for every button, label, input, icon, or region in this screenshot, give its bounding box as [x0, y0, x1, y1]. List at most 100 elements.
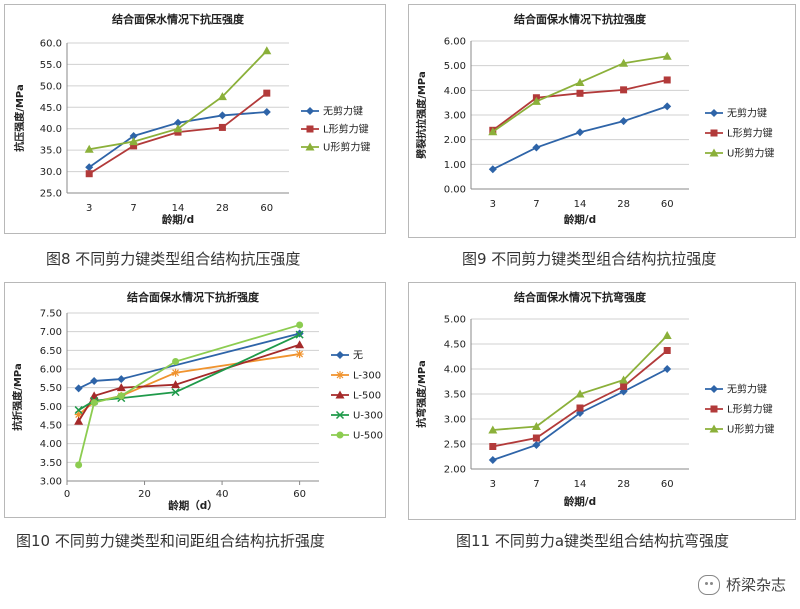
legend-entry: L-300 — [331, 371, 381, 382]
data-point — [173, 124, 183, 133]
legend-entry: 无剪力键 — [705, 107, 767, 120]
y-tick-label: 3.50 — [40, 458, 62, 469]
legend-label: U-300 — [353, 411, 383, 422]
data-point — [296, 321, 304, 329]
y-tick-label: 4.00 — [444, 365, 466, 376]
data-point — [74, 410, 83, 419]
series-line — [77, 343, 300, 422]
data-point — [575, 77, 585, 86]
data-point — [85, 170, 93, 178]
data-point — [620, 86, 628, 94]
watermark: 桥梁杂志 — [697, 574, 786, 595]
legend-marker — [306, 125, 314, 133]
data-point — [295, 330, 304, 339]
legend-marker — [710, 405, 718, 413]
legend-label: L形剪力键 — [727, 127, 773, 140]
series-3 — [488, 331, 672, 434]
legend-entry: 无剪力键 — [705, 383, 767, 396]
figure-caption-9: 图9 不同剪力键类型组合结构抗拉强度 — [462, 250, 717, 268]
data-point — [85, 163, 94, 172]
y-tick-label: 6.00 — [444, 37, 466, 48]
x-tick-label: 20 — [138, 489, 151, 500]
y-tick-label: 2.00 — [444, 465, 466, 476]
data-point — [488, 127, 498, 136]
chart-panel-compressive: 结合面保水情况下抗压强度 25.0 30.0 35.0 40.0 45.0 50.0 55.0… — [4, 4, 386, 234]
x-tick-label: 28 — [617, 199, 630, 210]
series-line — [492, 349, 668, 448]
legend-label: U形剪力键 — [727, 147, 774, 160]
y-tick-label: 7.50 — [40, 309, 62, 320]
data-point — [488, 165, 497, 174]
x-tick-label: 14 — [574, 479, 587, 490]
data-point — [218, 123, 226, 131]
data-point — [171, 368, 180, 377]
chart-panel-flexural: 结合面保水情况下抗折强度 3.00 3.50 4.00 4.50 5.00 5.50 6.00… — [4, 282, 386, 518]
chart-tensile: 结合面保水情况下抗拉强度 0.00 1.00 2.00 3.00 4.00 5.00 6.00… — [415, 12, 774, 226]
data-point — [532, 434, 540, 442]
y-tick-label: 6.00 — [40, 365, 62, 376]
data-point — [531, 422, 541, 430]
x-tick-label: 7 — [533, 199, 539, 210]
data-point — [619, 375, 629, 384]
figure-caption-10: 图10 不同剪力键类型和间距组合结构抗折强度 — [16, 532, 325, 550]
series-2 — [489, 347, 671, 450]
data-point — [74, 384, 83, 393]
x-tick-label: 7 — [130, 203, 136, 214]
data-point — [620, 383, 628, 390]
x-tick-label: 3 — [86, 203, 92, 214]
legend-label: 无剪力键 — [727, 107, 767, 120]
x-axis-label: 龄期（d） — [168, 499, 218, 512]
chart-title: 结合面保水情况下抗压强度 — [111, 12, 245, 26]
data-point — [531, 96, 541, 105]
legend-label: 无剪力键 — [727, 383, 767, 396]
chart-title: 结合面保水情况下抗弯强度 — [513, 290, 647, 304]
chart-panel-bending: 结合面保水情况下抗弯强度 2.00 2.50 3.00 3.50 4.00 4.50 5.00… — [408, 282, 796, 520]
data-point — [130, 142, 138, 150]
data-point — [171, 380, 181, 389]
legend-entry: 无 — [331, 351, 363, 362]
data-point — [662, 331, 672, 339]
x-tick-label: 14 — [574, 199, 587, 210]
y-tick-label: 40.0 — [40, 124, 62, 135]
y-tick-label: 35.0 — [40, 146, 62, 157]
data-point — [74, 406, 83, 415]
series-3 — [488, 51, 672, 136]
x-tick-label: 3 — [490, 479, 496, 490]
y-axis-label: 抗弯强度/MPa — [415, 360, 428, 427]
x-tick-label: 60 — [661, 479, 674, 490]
series-3 — [84, 46, 272, 153]
data-point — [171, 388, 180, 397]
data-point — [116, 383, 126, 392]
data-point — [295, 350, 304, 359]
legend-marker — [710, 129, 718, 137]
y-tick-label: 4.00 — [444, 86, 466, 97]
y-tick-label: 3.50 — [444, 390, 466, 401]
legend-label: L-300 — [353, 371, 381, 382]
legend-label: L形剪力键 — [323, 123, 369, 136]
y-tick-label: 2.50 — [444, 440, 466, 451]
series-1 — [85, 108, 271, 172]
legend-entry: U-300 — [331, 411, 383, 422]
y-tick-label: 5.00 — [444, 315, 466, 326]
x-tick-label: 7 — [533, 479, 539, 490]
y-tick-label: 0.00 — [444, 185, 466, 196]
data-point — [262, 46, 272, 55]
legend-entry: L-500 — [331, 390, 381, 402]
series-1 — [488, 102, 672, 174]
legend-marker — [336, 351, 344, 359]
y-tick-label: 45.0 — [40, 103, 62, 114]
x-tick-label: 3 — [490, 199, 496, 210]
y-tick-label: 3.00 — [444, 111, 466, 122]
x-tick-label: 28 — [216, 203, 229, 214]
data-point — [89, 391, 99, 400]
chart-title: 结合面保水情况下抗拉强度 — [513, 12, 647, 26]
data-point — [663, 365, 672, 373]
data-point — [619, 117, 628, 126]
legend-entry: L形剪力键 — [705, 403, 773, 416]
y-tick-label: 4.50 — [40, 421, 62, 432]
data-point — [489, 443, 497, 450]
data-point — [532, 143, 541, 152]
legend-entry: U形剪力键 — [705, 423, 774, 436]
x-tick-label: 28 — [617, 479, 630, 490]
data-point — [295, 340, 305, 349]
